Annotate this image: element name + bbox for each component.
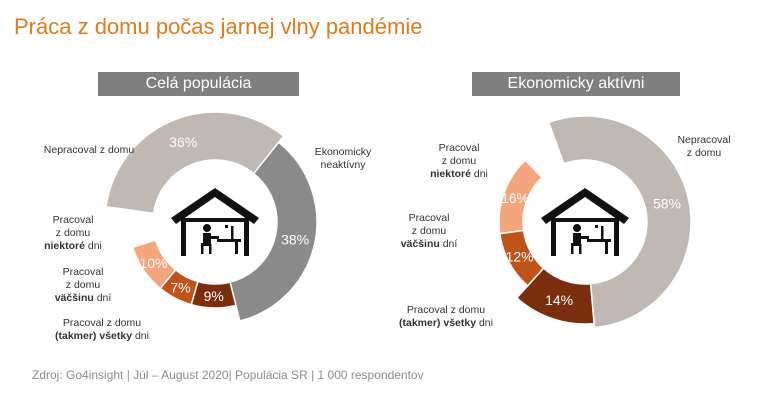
donut-slice <box>105 111 285 215</box>
label-right-vsetky: Pracoval z domu (takmer) všetky dni <box>399 304 493 329</box>
donut-slice <box>547 115 692 329</box>
donut-chart-right: 58% 14% 12% 16% <box>498 115 692 329</box>
label-left-vacsinu: Pracoval z domu väčšinu dní <box>54 266 112 304</box>
slice-value-label: 38% <box>281 231 309 247</box>
label-left-neaktivny: Ekonomicky neaktívny <box>314 146 372 171</box>
slice-value-label: 10% <box>139 255 167 271</box>
source-footer: Zdroj: Go4insight | Júl – August 2020| P… <box>32 368 424 382</box>
donut-slice <box>131 239 177 290</box>
label-left-niektore: Pracoval z domu niektoré dni <box>44 214 102 252</box>
slice-value-label: 16% <box>501 190 529 206</box>
slice-value-label: 58% <box>653 196 681 212</box>
label-left-nepracoval: Nepracoval z domu <box>43 144 135 156</box>
label-right-niektore: Pracoval z domu niektoré dni <box>430 142 488 180</box>
donut-slice <box>229 141 318 322</box>
slice-value-label: 9% <box>204 288 224 304</box>
chart-header-left: Celá populácia <box>98 72 299 96</box>
label-right-vacsinu: Pracoval z domu väčšinu dní <box>400 212 458 250</box>
slice-value-label: 14% <box>545 292 573 308</box>
donut-slice <box>515 267 595 325</box>
slice-value-label: 7% <box>170 279 190 295</box>
donut-slice <box>498 159 543 235</box>
label-right-nepracoval: Nepracoval z domu <box>677 134 731 159</box>
page-title: Práca z domu počas jarnej vlny pandémie <box>14 14 423 39</box>
chart-header-right: Ekonomicky aktívni <box>472 72 680 96</box>
house-with-person-at-desk-icon <box>541 188 629 256</box>
slice-value-label: 12% <box>506 249 534 265</box>
donut-chart-left: 36% 38% 9% 7%10% <box>105 111 318 322</box>
slice-value-label: 36% <box>169 134 197 150</box>
house-with-person-at-desk-icon <box>171 188 259 256</box>
label-left-vsetky: Pracoval z domu (takmer) všetky dni <box>55 317 149 342</box>
